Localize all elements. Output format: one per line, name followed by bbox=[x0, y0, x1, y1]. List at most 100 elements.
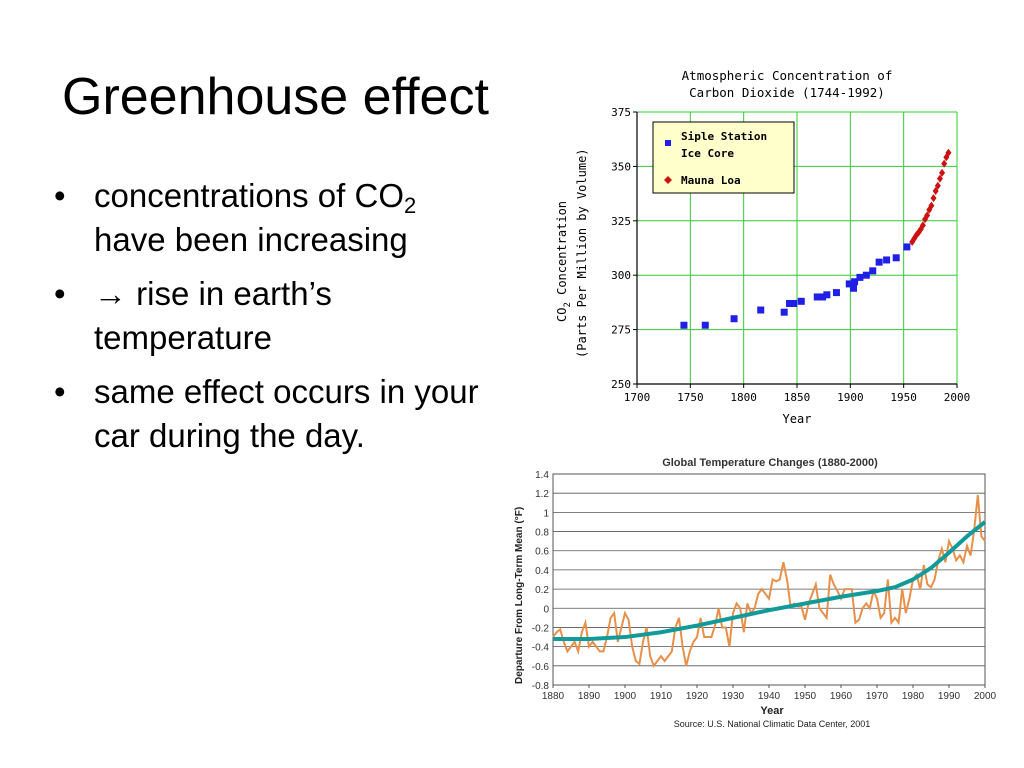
x-tick-label: 1920 bbox=[686, 691, 709, 702]
ice-core-point bbox=[790, 299, 798, 307]
ice-core-point bbox=[780, 308, 788, 316]
mauna-loa-point bbox=[934, 181, 941, 190]
y-tick-label: 0.8 bbox=[535, 528, 549, 539]
x-tick-label: 2000 bbox=[974, 691, 997, 702]
x-tick-label: 1970 bbox=[866, 691, 889, 702]
x-tick-label: 1990 bbox=[938, 691, 961, 702]
bullet-glyph: • bbox=[54, 373, 66, 410]
bullet-text: same effect occurs in your car during th… bbox=[94, 373, 479, 454]
ice-core-point bbox=[903, 243, 911, 251]
y-tick-label: 250 bbox=[611, 378, 631, 391]
y-tick-label: -0.8 bbox=[532, 681, 550, 692]
mauna-loa-point bbox=[932, 186, 939, 195]
bullet-glyph: • bbox=[54, 177, 66, 214]
y-tick-label: 1.2 bbox=[535, 489, 549, 500]
ice-core-point bbox=[797, 297, 805, 305]
mauna-loa-point bbox=[919, 221, 926, 230]
x-tick-label: 1950 bbox=[794, 691, 817, 702]
y-tick-label: 0.4 bbox=[535, 566, 549, 577]
bullet-text: rise in earth’s temperature bbox=[94, 275, 332, 356]
chart-title-line2: Carbon Dioxide (1744-1992) bbox=[689, 85, 885, 100]
ice-core-point bbox=[832, 289, 840, 297]
x-tick-label: 1980 bbox=[902, 691, 925, 702]
mauna-loa-point bbox=[911, 234, 918, 243]
ice-core-point bbox=[862, 271, 870, 279]
y-tick-label: -0.2 bbox=[532, 623, 550, 634]
legend-marker-mauna-loa bbox=[664, 176, 672, 184]
axis-ticks: 1.4 1.2 1 0.8 0.6 0.4 0.2 0 -0.2 -0.4 -0.6 -0.81880… bbox=[532, 470, 997, 702]
ice-core-point bbox=[757, 306, 765, 314]
y-tick-label: 1 bbox=[543, 508, 549, 519]
mauna-loa-point bbox=[943, 153, 950, 162]
x-axis-label: Year bbox=[760, 705, 784, 717]
bullet-text: concentrations of CO bbox=[94, 177, 404, 214]
co2-concentration-chart: Atmospheric Concentration of Carbon Diox… bbox=[546, 62, 986, 436]
bullet-list: • concentrations of CO2 have been increa… bbox=[54, 174, 494, 468]
x-tick-label: 1950 bbox=[890, 391, 917, 404]
x-tick-label: 2000 bbox=[944, 391, 971, 404]
slide-title: Greenhouse effect bbox=[62, 68, 489, 126]
mauna-loa-point bbox=[930, 194, 937, 203]
subscript-2: 2 bbox=[404, 193, 417, 218]
chart-title-line1: Atmospheric Concentration of bbox=[682, 68, 893, 83]
mauna-loa-point bbox=[928, 201, 935, 210]
data-points bbox=[680, 148, 952, 329]
ice-core-point bbox=[845, 280, 853, 288]
y-tick-label: 0.6 bbox=[535, 547, 549, 558]
ice-core-point bbox=[883, 256, 891, 264]
y-tick-label: 325 bbox=[611, 215, 631, 228]
global-temperature-chart: Global Temperature Changes (1880-2000) 1… bbox=[508, 448, 1008, 742]
x-axis-label: Year bbox=[783, 412, 812, 426]
ice-core-point bbox=[786, 299, 794, 307]
x-tick-label: 1960 bbox=[830, 691, 853, 702]
y-tick-label: 300 bbox=[611, 269, 631, 282]
bullet-text-rest: have been increasing bbox=[94, 221, 408, 258]
ice-core-point bbox=[680, 321, 688, 329]
ice-core-point bbox=[730, 315, 738, 323]
y-tick-label: 0.2 bbox=[535, 585, 549, 596]
x-tick-label: 1900 bbox=[837, 391, 864, 404]
x-tick-label: 1940 bbox=[758, 691, 781, 702]
ice-core-point bbox=[701, 321, 709, 329]
y-tick-label: 275 bbox=[611, 324, 631, 337]
y-tick-label: -0.6 bbox=[532, 662, 550, 673]
legend-label-siple-2: Ice Core bbox=[681, 147, 734, 160]
y-axis-label-2: (Parts Per Million by Volume) bbox=[575, 148, 589, 358]
y-tick-label: 1.4 bbox=[535, 470, 549, 481]
plot-frame bbox=[552, 473, 986, 686]
y-axis-label-1: CO2 Concentration bbox=[555, 201, 573, 322]
ice-core-point bbox=[851, 278, 859, 286]
y-axis-label: Departure From Long-Term Mean (°F) bbox=[514, 507, 525, 684]
legend-marker-siple bbox=[665, 140, 671, 146]
y-tick-label: 350 bbox=[611, 160, 631, 173]
annual-temperature-series bbox=[552, 494, 986, 668]
x-tick-label: 1850 bbox=[784, 391, 811, 404]
ice-core-point bbox=[823, 291, 831, 299]
x-tick-label: 1750 bbox=[677, 391, 704, 404]
x-tick-label: 1890 bbox=[578, 691, 601, 702]
mauna-loa-point bbox=[924, 211, 931, 220]
bullet-co2-increasing: • concentrations of CO2 have been increa… bbox=[54, 174, 494, 262]
arrow-icon: → bbox=[94, 275, 127, 312]
ice-core-point bbox=[856, 273, 864, 281]
x-tick-label: 1910 bbox=[650, 691, 673, 702]
y-tick-label: -0.4 bbox=[532, 643, 550, 654]
x-tick-label: 1800 bbox=[730, 391, 757, 404]
mauna-loa-point bbox=[936, 174, 943, 183]
y-tick-label: 375 bbox=[611, 106, 631, 119]
ice-core-point bbox=[892, 254, 900, 262]
ice-core-point bbox=[850, 284, 858, 292]
bullet-temperature-rise: • → rise in earth’s temperature bbox=[54, 272, 494, 360]
y-tick-label: 0 bbox=[543, 604, 549, 615]
chart-title: Global Temperature Changes (1880-2000) bbox=[662, 457, 878, 469]
axis-ticks: 1700 1750 1800 1850 1900 1950 2000 250 275 300 325… bbox=[611, 106, 970, 404]
ice-core-point bbox=[813, 293, 821, 301]
ice-core-point bbox=[875, 258, 883, 266]
bullet-car-effect: • same effect occurs in your car during … bbox=[54, 370, 494, 458]
x-tick-label: 1700 bbox=[624, 391, 651, 404]
grid bbox=[552, 473, 986, 686]
legend-label-mauna-loa: Mauna Loa bbox=[681, 174, 741, 187]
ice-core-point bbox=[819, 293, 827, 301]
legend-label-siple-1: Siple Station bbox=[681, 130, 767, 143]
x-tick-label: 1880 bbox=[542, 691, 565, 702]
